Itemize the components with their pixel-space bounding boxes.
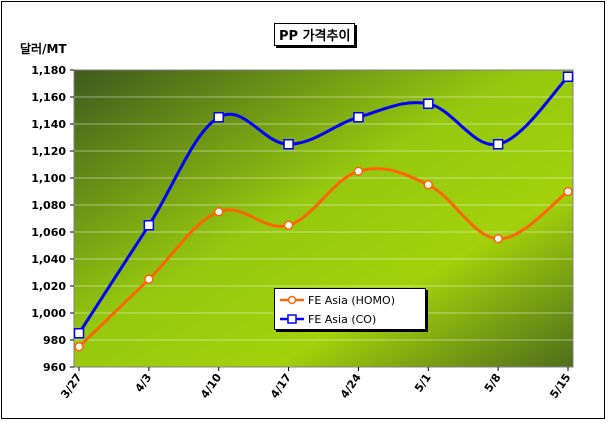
y-tick-label: 980: [43, 334, 66, 347]
legend-label-homo: FE Asia (HOMO): [308, 293, 395, 307]
legend-marker-co: [280, 314, 304, 324]
y-tick-label: 1,120: [31, 145, 66, 158]
legend-label-co: FE Asia (CO): [308, 312, 377, 326]
data-point-co: [283, 139, 294, 150]
y-tick-label: 1,060: [31, 226, 66, 239]
data-point-co: [353, 112, 364, 123]
data-point-co: [562, 71, 574, 82]
y-tick-label: 1,000: [31, 307, 66, 320]
gridlines: [74, 96, 573, 341]
data-point-homo: [283, 220, 294, 230]
y-tick-label: 1,180: [31, 64, 66, 77]
y-tick-label: 1,160: [31, 91, 66, 104]
y-tick-label: 1,100: [31, 172, 66, 185]
data-point-homo: [493, 234, 503, 244]
y-tick-label: 960: [43, 361, 66, 374]
data-point-co: [492, 139, 504, 150]
series-group: [73, 71, 574, 352]
chart-title: PP 가격추이: [274, 23, 356, 46]
data-point-homo: [353, 166, 364, 176]
data-point-homo: [213, 207, 224, 217]
y-tick-label: 1,080: [31, 199, 66, 212]
legend-item-co: FE Asia (CO): [279, 311, 376, 327]
x-tick-label: 4/3: [133, 371, 155, 394]
data-point-co: [73, 328, 85, 339]
x-tick-label: 5/8: [482, 371, 504, 394]
data-point-co: [143, 220, 155, 231]
x-tick-label: 4/17: [268, 371, 294, 401]
x-tick-label: 5/15: [547, 371, 573, 401]
data-point-homo: [423, 180, 434, 190]
x-tick-label: 4/10: [198, 371, 224, 401]
y-tick-label: 1,140: [31, 118, 66, 131]
data-point-homo: [144, 274, 154, 284]
series-line-homo: [77, 167, 569, 348]
data-point-co: [213, 112, 224, 123]
data-point-co: [423, 98, 434, 109]
y-axis-unit-label: 달러/MT: [20, 42, 67, 56]
y-tick-label: 1,020: [31, 280, 66, 293]
data-point-homo: [74, 342, 84, 352]
data-point-homo: [563, 186, 573, 197]
x-tick-label: 4/24: [338, 371, 364, 401]
legend-marker-homo: [280, 295, 304, 305]
x-tick-label: 3/27: [58, 371, 84, 401]
x-tick-label: 5/1: [412, 371, 434, 394]
y-tick-label: 1,040: [31, 253, 66, 266]
legend: FE Asia (HOMO) FE Asia (CO): [274, 288, 426, 330]
legend-item-homo: FE Asia (HOMO): [279, 292, 395, 308]
